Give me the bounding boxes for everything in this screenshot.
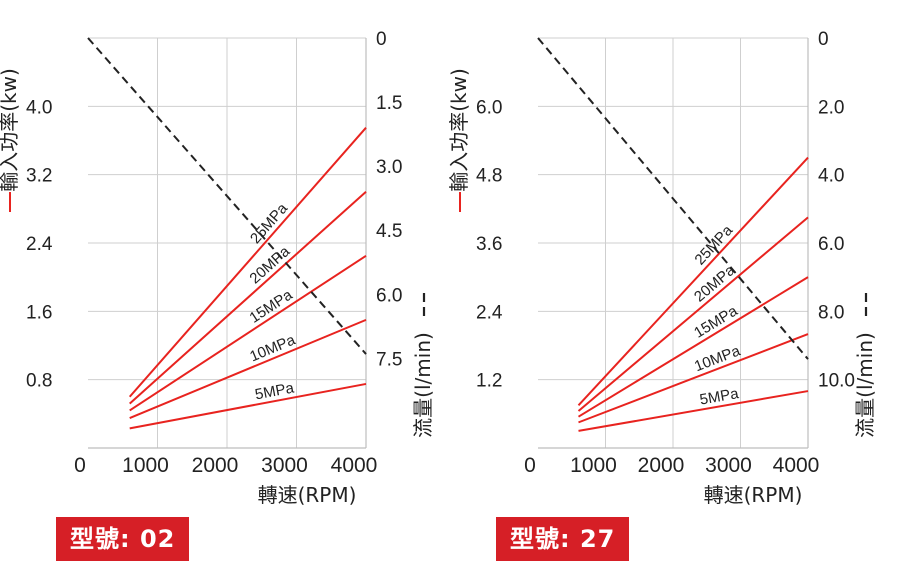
chart-1: 1.2 2.4 3.6 4.8 6.0 0 2.0 4.0 6.0 8.0 10.0 0 1000 200… xyxy=(447,29,877,507)
left-tick-label: 3.6 xyxy=(476,234,502,255)
power-line-15mpa xyxy=(577,276,809,418)
x-tick-label: 0 xyxy=(524,454,536,477)
left-tick-label: 1.6 xyxy=(26,302,52,323)
right-tick-label: 4.5 xyxy=(376,221,402,242)
series-label-25mpa: 25MPa xyxy=(247,200,292,247)
right-tick-label: 10.0 xyxy=(818,371,855,392)
power-line-20mpa xyxy=(129,191,367,405)
power-line-10mpa xyxy=(129,318,367,420)
x-tick-label: 0 xyxy=(74,454,86,477)
left-axis-label: 輸入功率(kw) xyxy=(0,68,21,192)
x-tick-label: 2000 xyxy=(192,454,239,477)
left-tick-label: 1.2 xyxy=(476,371,502,392)
model-badge-27: 型號: 27 xyxy=(496,517,630,561)
flow-line xyxy=(537,37,809,360)
chart-0: 0.8 1.6 2.4 3.2 4.0 0 1.5 3.0 4.5 6.0 7.5 0 1000 2000… xyxy=(0,29,435,507)
right-axis-label: 流量(l/min) xyxy=(853,332,877,438)
flow-line xyxy=(87,37,367,355)
right-axis-label: 流量(l/min) xyxy=(411,332,435,438)
left-tick-label: 6.0 xyxy=(476,97,502,118)
right-tick-label: 0 xyxy=(818,29,829,50)
left-tick-label: 2.4 xyxy=(476,302,503,323)
right-tick-label: 2.0 xyxy=(818,97,844,118)
x-tick-label: 3000 xyxy=(261,454,308,477)
series-label-10mpa: 10MPa xyxy=(692,342,743,375)
left-tick-label: 4.8 xyxy=(476,166,502,187)
power-line-25mpa xyxy=(128,127,367,398)
right-tick-label: 7.5 xyxy=(376,349,402,370)
x-tick-label: 2000 xyxy=(638,454,685,477)
x-axis-label: 轉速(RPM) xyxy=(258,483,357,507)
right-tick-label: 8.0 xyxy=(818,302,844,323)
left-tick-label: 4.0 xyxy=(26,97,52,118)
right-tick-label: 6.0 xyxy=(376,285,402,306)
x-tick-label: 4000 xyxy=(773,454,820,477)
left-tick-label: 2.4 xyxy=(26,234,53,255)
series-label-10mpa: 10MPa xyxy=(247,331,298,365)
left-tick-label: 0.8 xyxy=(26,371,52,392)
power-line-25mpa xyxy=(577,156,809,406)
power-line-15mpa xyxy=(129,254,367,412)
right-tick-label: 6.0 xyxy=(818,234,844,255)
series-label-5mpa: 5MPa xyxy=(254,379,296,403)
x-tick-label: 3000 xyxy=(705,454,752,477)
right-tick-label: 4.0 xyxy=(818,166,844,187)
right-tick-label: 1.5 xyxy=(376,93,402,114)
x-tick-label: 4000 xyxy=(331,454,378,477)
right-tick-label: 0 xyxy=(376,29,387,50)
x-axis-label: 轉速(RPM) xyxy=(704,483,803,507)
left-tick-label: 3.2 xyxy=(26,166,52,187)
left-axis-label: 輸入功率(kw) xyxy=(447,68,471,192)
x-tick-label: 1000 xyxy=(122,454,169,477)
power-line-5mpa xyxy=(578,390,809,432)
right-tick-label: 3.0 xyxy=(376,157,402,178)
series-label-5mpa: 5MPa xyxy=(698,385,740,409)
model-badge-02: 型號: 02 xyxy=(56,517,190,561)
power-line-10mpa xyxy=(578,333,809,424)
power-line-5mpa xyxy=(129,382,367,430)
power-line-20mpa xyxy=(577,216,809,412)
x-tick-label: 1000 xyxy=(570,454,617,477)
